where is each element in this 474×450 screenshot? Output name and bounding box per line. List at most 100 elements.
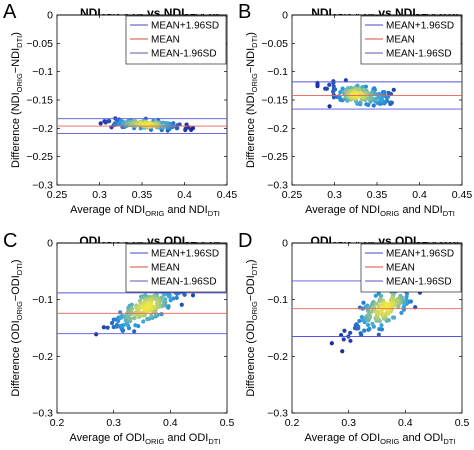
- scatter-point: [118, 310, 123, 315]
- x-tick-label: 0.4: [163, 417, 178, 429]
- scatter-point: [114, 322, 120, 327]
- scatter-point: [129, 302, 134, 307]
- y-tick-label: −0.3: [267, 180, 288, 192]
- scatter-point: [183, 126, 188, 131]
- scatter-point: [377, 326, 382, 332]
- legend-entry: MEAN+1.96SD: [151, 21, 219, 32]
- y-tick-label: −0.2: [32, 351, 53, 363]
- legend-entry: MEAN: [151, 35, 180, 46]
- y-tick-label: −0.1: [32, 294, 53, 306]
- scatter-point: [399, 310, 404, 315]
- legend-entry: MEAN+1.96SD: [386, 249, 454, 260]
- scatter-point: [353, 92, 358, 97]
- scatter-point: [341, 337, 346, 342]
- legend-box: [125, 243, 227, 293]
- scatter-point: [145, 303, 150, 309]
- y-tick-label: 0: [282, 238, 288, 250]
- scatter-point: [329, 341, 334, 346]
- y-tick-label: −0.2: [32, 123, 53, 135]
- x-tick-label: 0.2: [285, 417, 300, 429]
- scatter-point: [175, 123, 180, 128]
- scatter-point: [132, 329, 137, 334]
- legend-entry: MEAN-1.96SD: [386, 277, 452, 288]
- scatter-point: [404, 291, 410, 297]
- scatter-point: [342, 328, 347, 333]
- scatter-point: [362, 328, 367, 333]
- x-tick-label: 0.3: [341, 417, 356, 429]
- scatter-point: [327, 104, 332, 109]
- x-tick-label: 0.5: [220, 417, 235, 429]
- scatter-point: [367, 305, 372, 310]
- panel-b: BNDIORIG (bAll) vs NDIDTI (b3000)0.250.3…: [238, 1, 472, 218]
- scatter-point: [190, 293, 196, 298]
- x-tick-label: 0.5: [455, 417, 470, 429]
- x-tick-label: 0.25: [282, 189, 303, 201]
- scatter-point: [388, 100, 393, 105]
- scatter-point: [337, 94, 342, 100]
- x-tick-label: 0.3: [327, 189, 342, 201]
- scatter-point: [367, 326, 372, 332]
- panel-a: ANDIORIG (bAll) vs NDIDTI (bAll)0.250.30…: [3, 1, 237, 218]
- scatter-point: [161, 292, 166, 297]
- scatter-point: [160, 123, 165, 128]
- y-axis-label: Difference (ODIORIG−ODIDTI): [10, 259, 24, 396]
- scatter-point: [356, 324, 361, 329]
- scatter-point: [149, 313, 154, 318]
- scatter-point: [327, 82, 332, 87]
- scatter-point: [105, 325, 110, 330]
- scatter-point: [98, 121, 103, 126]
- scatter-point: [379, 323, 384, 328]
- scatter-point: [348, 338, 353, 343]
- scatter-point: [358, 331, 363, 336]
- scatter-point: [107, 119, 112, 124]
- scatter-point: [94, 332, 99, 337]
- scatter-point: [367, 314, 373, 319]
- scatter-point: [129, 306, 135, 311]
- x-tick-label: 0.4: [177, 189, 192, 201]
- y-tick-label: −0.15: [261, 95, 288, 107]
- y-tick-label: −0.1: [32, 66, 53, 78]
- scatter-point: [371, 103, 376, 108]
- y-tick-label: 0: [47, 10, 53, 22]
- x-tick-label: 0.25: [47, 189, 68, 201]
- scatter-point: [142, 306, 147, 311]
- scatter-point: [101, 325, 106, 330]
- x-tick-label: 0.4: [398, 417, 413, 429]
- y-tick-label: −0.2: [267, 351, 288, 363]
- scatter-point: [133, 323, 138, 328]
- x-axis-label: Average of ODIORIG and ODIDTI: [70, 432, 221, 446]
- scatter-point: [166, 304, 171, 309]
- y-axis-label: Difference (ODIORIG−ODIDTI): [245, 259, 259, 396]
- scatter-point: [109, 320, 115, 326]
- y-tick-label: −0.15: [26, 95, 53, 107]
- scatter-point: [161, 299, 167, 304]
- scatter-point: [190, 126, 196, 131]
- legend-box: [360, 243, 462, 293]
- y-tick-label: 0: [47, 238, 53, 250]
- x-axis-label: Average of NDIORIG and NDIDTI: [70, 204, 220, 218]
- scatter-point: [360, 88, 365, 93]
- scatter-point: [373, 293, 378, 298]
- y-tick-label: −0.25: [26, 151, 53, 163]
- y-tick-label: −0.1: [267, 294, 288, 306]
- x-tick-label: 0.3: [106, 417, 121, 429]
- x-tick-label: 0.2: [50, 417, 65, 429]
- y-tick-label: −0.05: [261, 38, 288, 50]
- scatter-point: [357, 318, 362, 324]
- y-tick-label: −0.3: [32, 180, 53, 192]
- scatter-point: [365, 322, 371, 328]
- y-tick-label: 0: [282, 10, 288, 22]
- legend-entry: MEAN-1.96SD: [386, 49, 452, 60]
- y-tick-label: −0.05: [26, 38, 53, 50]
- legend-entry: MEAN-1.96SD: [151, 49, 217, 60]
- legend-entry: MEAN: [151, 263, 180, 274]
- panel-letter: A: [3, 1, 17, 23]
- y-axis-label: Difference (NDIORIG−NDIDTI): [10, 32, 24, 168]
- scatter-point: [391, 87, 396, 92]
- panel-letter: D: [238, 230, 252, 252]
- y-tick-label: −0.3: [267, 408, 288, 420]
- panel-d: DODIORIG (bAll) vs ODIDTI (b3000)0.20.30…: [238, 230, 469, 446]
- legend-entry: MEAN: [386, 263, 415, 274]
- scatter-point: [168, 298, 173, 303]
- scatter-point: [340, 87, 345, 92]
